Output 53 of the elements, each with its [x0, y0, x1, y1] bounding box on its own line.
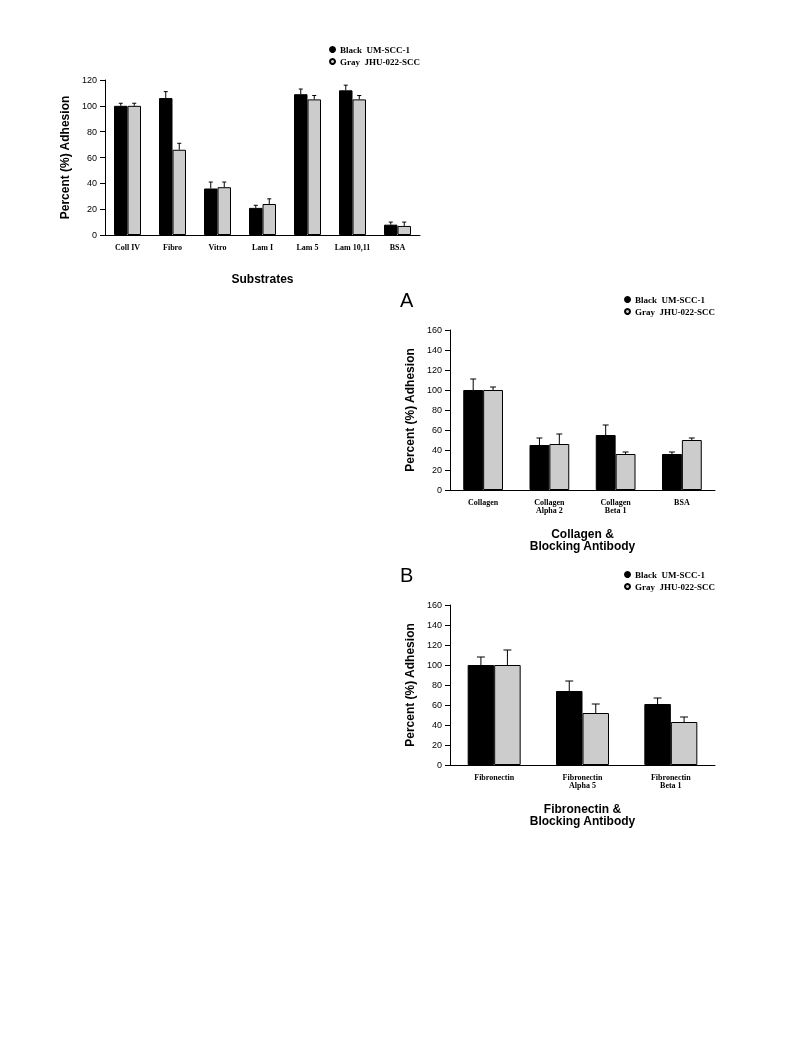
legend-label: Black UM-SCC-1 [635, 294, 706, 305]
x-tick-label: Vitro [208, 242, 227, 252]
y-tick-label: 0 [436, 485, 442, 495]
chart-title: B [400, 564, 414, 586]
y-tick-label: 20 [431, 740, 442, 750]
x-tick-label: Lam 10,11 [334, 242, 371, 252]
y-tick-label: 100 [81, 100, 97, 111]
y-tick-label: 120 [81, 75, 97, 85]
y-axis-title: Percent (%) Adhesion [58, 95, 73, 220]
y-tick-label: 160 [426, 325, 442, 335]
x-tick-label: Fibro [163, 242, 182, 252]
x-tick-label: BSA [674, 497, 690, 507]
legend-label: Gray JHU-022-SCC [635, 306, 716, 317]
legend-label: Black UM-SCC-1 [340, 44, 411, 55]
x-tick-label: Fibronectin [474, 772, 515, 782]
x-tick-label: Fibronectin Beta 1 [650, 772, 692, 790]
y-tick-label: 40 [86, 178, 97, 189]
x-axis-title: Fibronectin & Blocking Antibody [529, 802, 636, 828]
x-tick-label: Lam I [251, 242, 274, 252]
x-tick-label: Collagen Alpha 2 [534, 497, 566, 515]
x-tick-label: BSA [389, 242, 406, 252]
y-tick-label: 80 [86, 126, 97, 137]
x-axis-title: Collagen & Blocking Antibody [529, 527, 636, 553]
x-tick-label: Collagen Beta 1 [600, 497, 632, 515]
y-tick-label: 120 [426, 365, 442, 375]
x-axis-title: Substrates [231, 272, 294, 286]
y-tick-label: 0 [436, 760, 442, 770]
y-tick-label: 80 [431, 680, 442, 690]
y-tick-label: 20 [431, 465, 442, 475]
x-tick-label: Lam 5 [296, 242, 319, 252]
y-tick-label: 0 [91, 230, 97, 240]
chart-title: A [400, 289, 414, 311]
y-tick-label: 100 [426, 385, 442, 395]
legend-label: Black UM-SCC-1 [635, 569, 706, 580]
x-tick-label: Coll IV [114, 242, 141, 252]
y-tick-label: 40 [431, 445, 442, 455]
y-axis-title: Percent (%) Adhesion [403, 623, 418, 747]
legend-label: Gray JHU-022-SCC [635, 581, 716, 592]
y-tick-label: 160 [426, 600, 442, 610]
y-tick-label: 120 [426, 640, 442, 650]
y-tick-label: 80 [431, 405, 442, 415]
x-tick-label: Collagen [468, 497, 499, 507]
y-tick-label: 140 [426, 620, 442, 630]
y-tick-label: 100 [426, 660, 442, 670]
y-tick-label: 60 [431, 425, 442, 435]
y-tick-label: 60 [431, 700, 442, 710]
y-tick-label: 60 [86, 152, 97, 163]
x-tick-label: Fibronectin Alpha 5 [562, 772, 603, 790]
y-tick-label: 40 [431, 720, 442, 730]
y-tick-label: 140 [426, 345, 442, 355]
legend-label: Gray JHU-022-SCC [340, 56, 421, 67]
y-tick-label: 20 [86, 204, 97, 215]
y-axis-title: Percent (%) Adhesion [403, 348, 418, 472]
